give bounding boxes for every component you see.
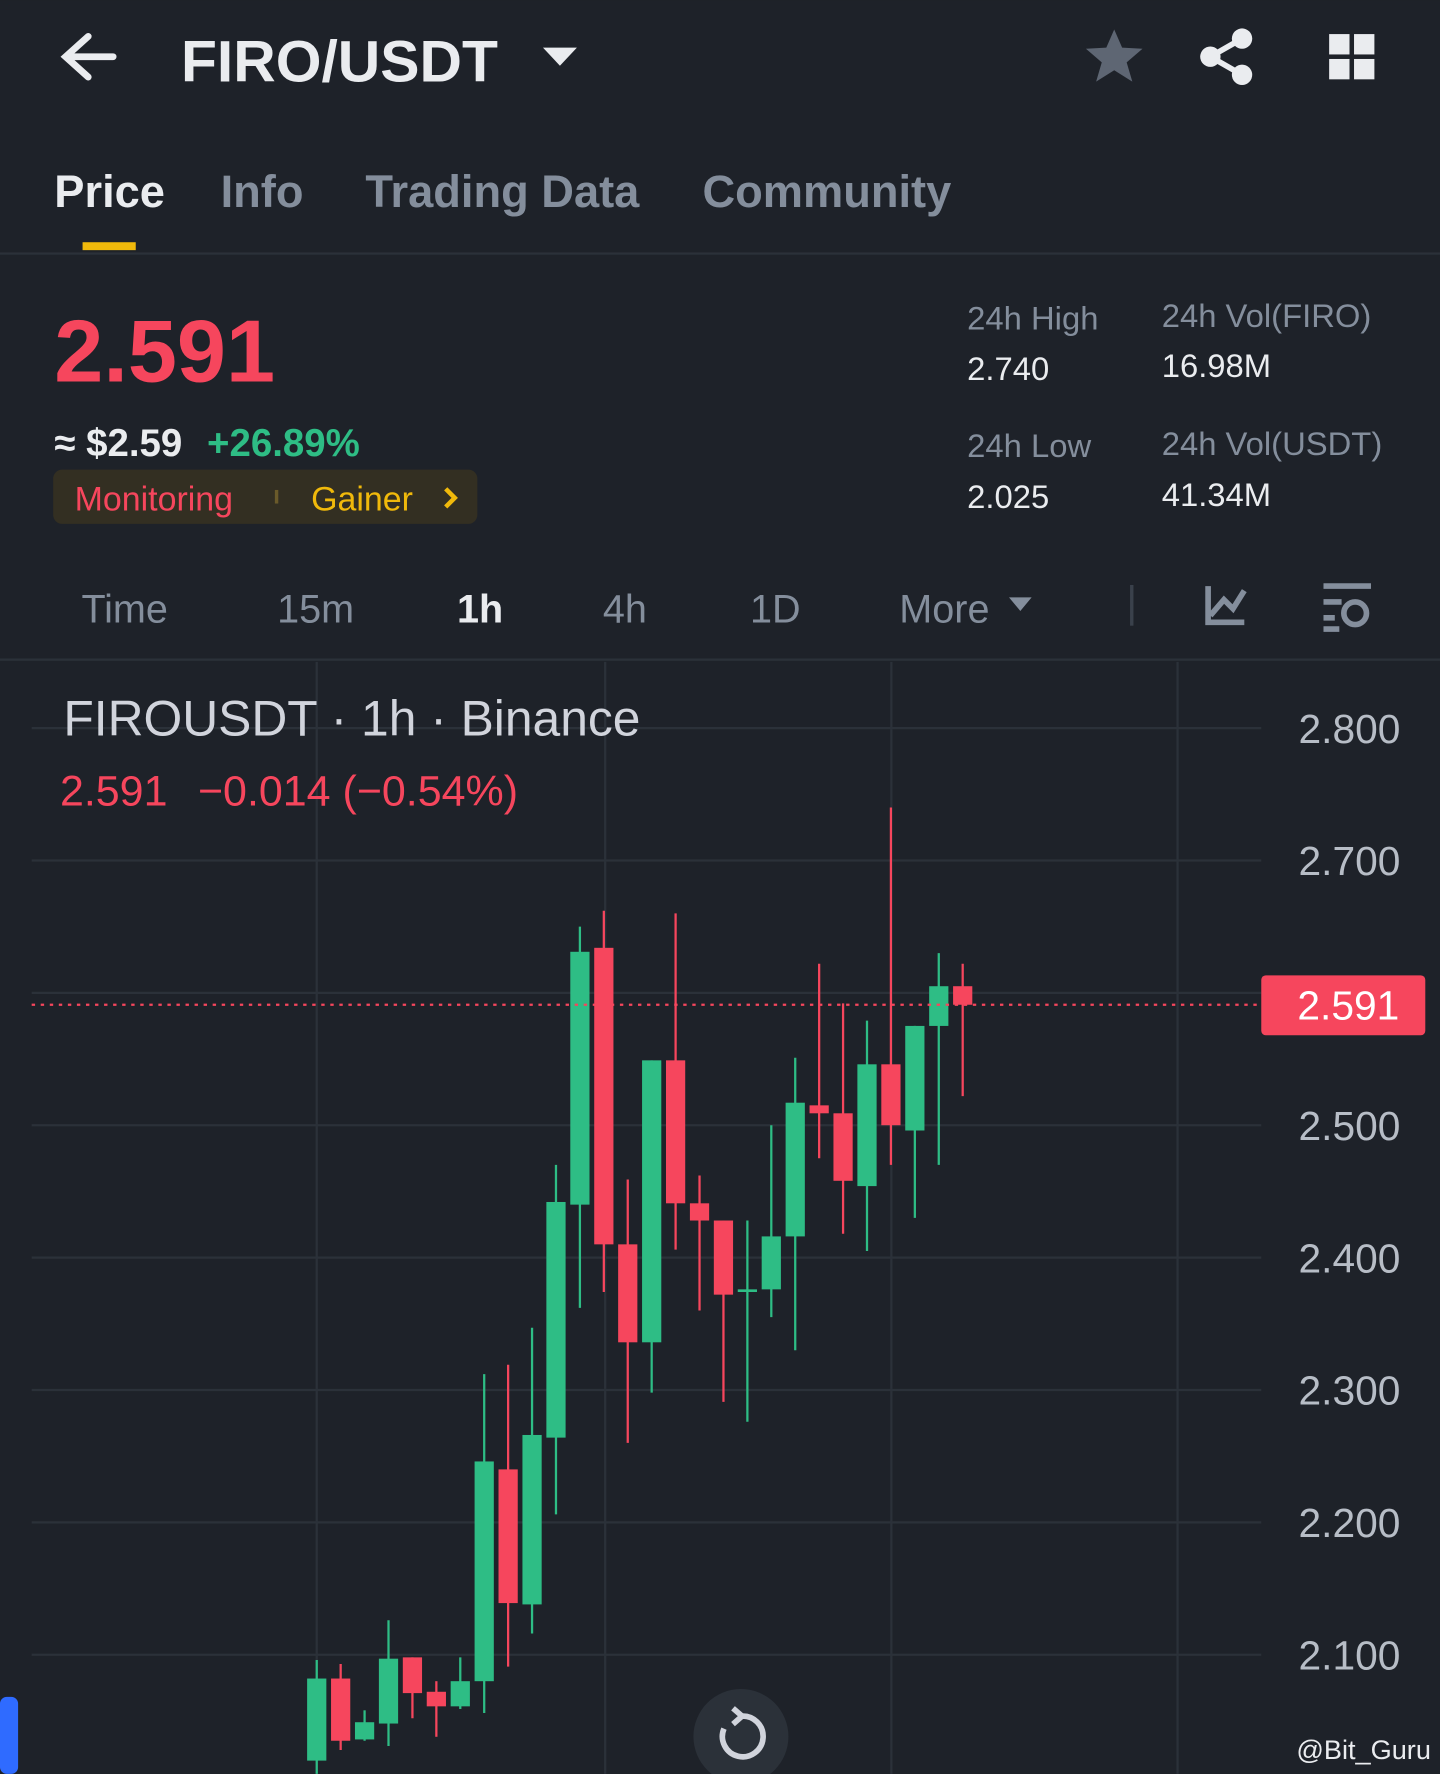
candle-body: [905, 1025, 925, 1131]
candle-body: [354, 1722, 375, 1740]
candle-body: [833, 1113, 853, 1181]
candle-body: [498, 1469, 518, 1604]
candle-body: [665, 1060, 686, 1204]
usd-price: ≈ $2.59: [54, 422, 182, 465]
candle-body: [546, 1201, 566, 1438]
interval[interactable]: Time: [81, 587, 167, 631]
chart-title: FIROUSDT · 1h · Binance: [63, 690, 640, 746]
candle-body: [737, 1289, 757, 1293]
candle-body: [450, 1681, 470, 1707]
price-summary: 2.591 ≈ $2.59 +26.89% Monitoring Gainer …: [53, 297, 1382, 524]
candle-body: [785, 1102, 805, 1237]
settings-icon[interactable]: [1323, 583, 1371, 632]
top-bar: FIRO/USDT: [60, 28, 1375, 95]
watermark: @Bit_Guru: [1296, 1734, 1431, 1765]
price-change: +26.89%: [207, 422, 360, 465]
legend-price: 2.591: [60, 768, 168, 816]
share-icon[interactable]: [1200, 28, 1253, 85]
price-line-label: 2.591: [1297, 982, 1399, 1028]
pair-title[interactable]: FIRO/USDT: [181, 30, 498, 95]
interval[interactable]: More: [899, 587, 989, 631]
interval[interactable]: 4h: [603, 587, 647, 631]
candle-body: [761, 1236, 781, 1290]
grid-menu-icon[interactable]: [1329, 34, 1375, 80]
divider: [0, 252, 1440, 255]
tab[interactable]: Community: [702, 166, 951, 217]
tabs: Price Info Trading Data Community: [0, 166, 1440, 255]
tab[interactable]: Price: [54, 166, 165, 217]
interval[interactable]: 1h: [457, 587, 503, 631]
candle-body: [426, 1691, 446, 1707]
candle-body: [402, 1657, 423, 1694]
stat-value: 2.025: [967, 478, 1049, 515]
tag-badge[interactable]: [53, 469, 478, 524]
candle-body: [642, 1060, 662, 1343]
candle-body: [929, 986, 949, 1026]
tab[interactable]: Info: [221, 166, 304, 217]
candle-body: [713, 1220, 734, 1295]
stat-label: 24h Vol(USDT): [1162, 425, 1383, 462]
stat-value: 2.740: [967, 350, 1049, 387]
stat-label: 24h High: [967, 299, 1098, 336]
interval-bar: Time 15m 1h 4h 1D More: [0, 583, 1440, 661]
candle-body: [809, 1105, 829, 1114]
tag: Monitoring: [75, 480, 233, 518]
stat-label: 24h Vol(FIRO): [1162, 297, 1372, 334]
y-tick-label: 2.700: [1299, 838, 1401, 884]
candle-body: [689, 1203, 710, 1221]
candle-body: [857, 1064, 877, 1187]
divider: [0, 658, 1440, 661]
divider: [1130, 584, 1134, 626]
candle-body: [618, 1244, 638, 1343]
pair-dropdown[interactable]: [542, 47, 577, 66]
tab-indicator: [82, 242, 136, 251]
y-tick-label: 2.100: [1299, 1632, 1401, 1678]
candle-body: [881, 1064, 901, 1126]
reset-icon: [719, 1706, 766, 1760]
y-tick-label: 2.200: [1299, 1500, 1401, 1546]
more-dropdown[interactable]: [1009, 597, 1032, 611]
tab[interactable]: Trading Data: [365, 166, 640, 217]
y-tick-label: 2.800: [1299, 706, 1401, 752]
last-price: 2.591: [54, 301, 275, 400]
back-button[interactable]: [60, 32, 117, 81]
candle-body: [331, 1678, 351, 1741]
interval[interactable]: 1D: [750, 587, 801, 631]
chevron: [444, 487, 458, 509]
chart: FIROUSDT · 1h · Binance 2.591 −0.014 (−0…: [31, 661, 1426, 1774]
interval[interactable]: 15m: [277, 587, 354, 631]
candle-body: [307, 1678, 327, 1761]
legend-change: −0.014 (−0.54%): [198, 768, 518, 816]
candle-body: [953, 986, 973, 1005]
stat-value: 41.34M: [1162, 476, 1271, 513]
stat-value: 16.98M: [1162, 347, 1271, 384]
tag: Gainer: [311, 480, 413, 518]
candle-body: [522, 1434, 542, 1605]
candle-body: [474, 1461, 494, 1682]
tag-separator: [274, 489, 279, 504]
candle-body: [570, 951, 590, 1205]
favorite-icon[interactable]: [1085, 29, 1143, 82]
price-line-badge: [1261, 975, 1426, 1036]
indicator-icon[interactable]: [1205, 586, 1247, 626]
side-tab[interactable]: [0, 1696, 19, 1774]
y-tick-label: 2.400: [1299, 1235, 1401, 1281]
y-tick-label: 2.300: [1299, 1368, 1401, 1414]
candle-body: [378, 1658, 399, 1724]
stat-label: 24h Low: [967, 427, 1091, 464]
candle-body: [594, 947, 614, 1245]
reset-button[interactable]: [693, 1689, 789, 1774]
y-tick-label: 2.500: [1299, 1103, 1401, 1149]
